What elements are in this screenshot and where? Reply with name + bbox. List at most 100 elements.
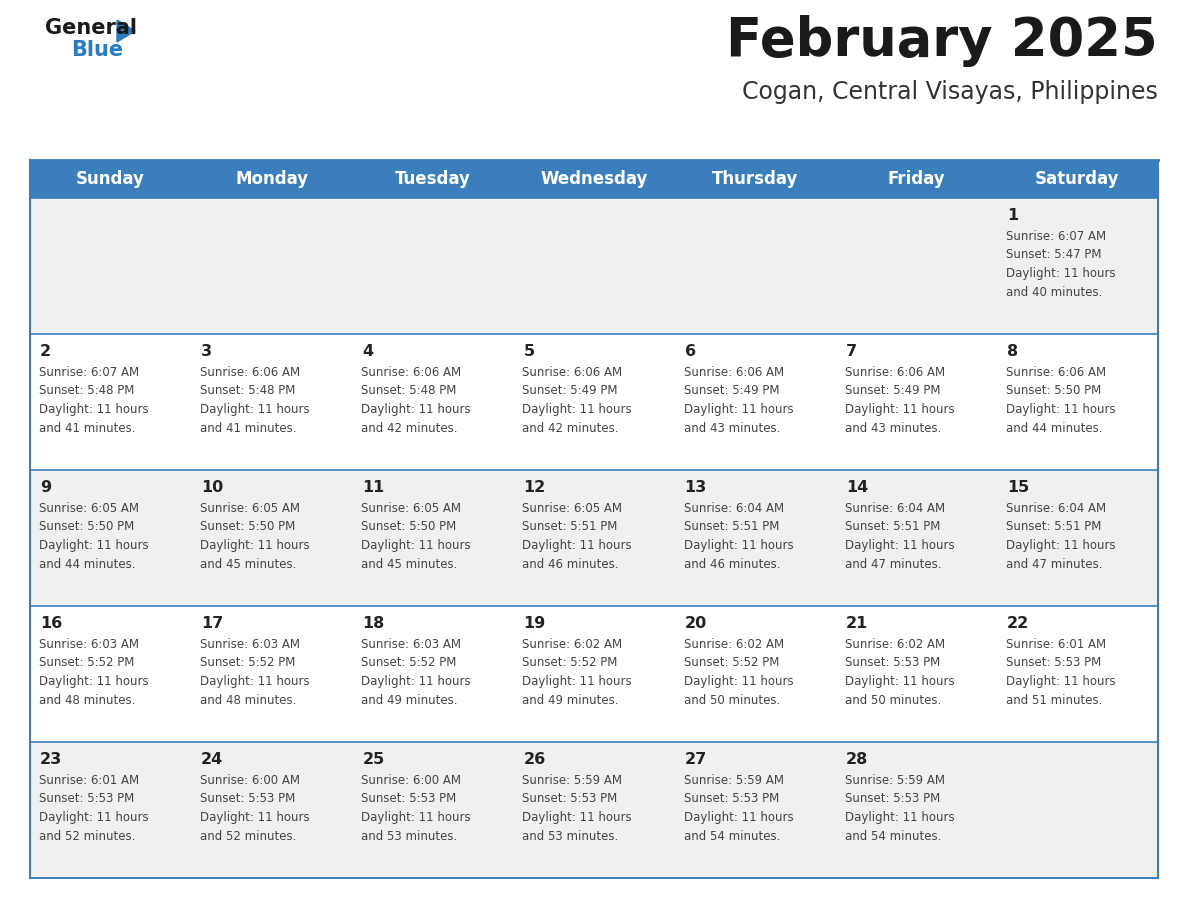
Text: Sunset: 5:53 PM: Sunset: 5:53 PM bbox=[1006, 656, 1101, 669]
Text: 6: 6 bbox=[684, 344, 696, 359]
Text: February 2025: February 2025 bbox=[726, 15, 1158, 67]
Text: and 53 minutes.: and 53 minutes. bbox=[523, 830, 619, 843]
Text: Sunrise: 6:06 AM: Sunrise: 6:06 AM bbox=[683, 366, 784, 379]
Text: and 41 minutes.: and 41 minutes. bbox=[39, 421, 135, 434]
Text: and 45 minutes.: and 45 minutes. bbox=[200, 557, 297, 570]
Text: Sunset: 5:50 PM: Sunset: 5:50 PM bbox=[200, 521, 296, 533]
Text: Sunset: 5:50 PM: Sunset: 5:50 PM bbox=[39, 521, 134, 533]
Text: and 54 minutes.: and 54 minutes. bbox=[683, 830, 781, 843]
Text: Sunrise: 6:03 AM: Sunrise: 6:03 AM bbox=[361, 638, 461, 651]
Text: Sunrise: 5:59 AM: Sunrise: 5:59 AM bbox=[845, 774, 944, 787]
Text: Daylight: 11 hours: Daylight: 11 hours bbox=[200, 811, 310, 824]
Text: and 40 minutes.: and 40 minutes. bbox=[1006, 285, 1102, 298]
Text: Sunset: 5:52 PM: Sunset: 5:52 PM bbox=[39, 656, 134, 669]
Text: Sunset: 5:49 PM: Sunset: 5:49 PM bbox=[523, 385, 618, 397]
Text: 5: 5 bbox=[524, 344, 535, 359]
Text: and 47 minutes.: and 47 minutes. bbox=[1006, 557, 1102, 570]
Text: Sunset: 5:52 PM: Sunset: 5:52 PM bbox=[683, 656, 779, 669]
Text: Sunrise: 5:59 AM: Sunrise: 5:59 AM bbox=[683, 774, 784, 787]
Text: Sunrise: 6:07 AM: Sunrise: 6:07 AM bbox=[1006, 230, 1106, 243]
Text: 14: 14 bbox=[846, 480, 868, 495]
Text: Sunrise: 6:05 AM: Sunrise: 6:05 AM bbox=[523, 502, 623, 515]
Text: Sunset: 5:48 PM: Sunset: 5:48 PM bbox=[39, 385, 134, 397]
Text: Daylight: 11 hours: Daylight: 11 hours bbox=[845, 539, 954, 552]
Text: 23: 23 bbox=[40, 752, 62, 767]
Text: 7: 7 bbox=[846, 344, 857, 359]
Text: Daylight: 11 hours: Daylight: 11 hours bbox=[39, 675, 148, 688]
Text: Sunset: 5:53 PM: Sunset: 5:53 PM bbox=[683, 792, 779, 805]
Text: and 42 minutes.: and 42 minutes. bbox=[361, 421, 457, 434]
Text: Sunset: 5:51 PM: Sunset: 5:51 PM bbox=[523, 521, 618, 533]
Text: Saturday: Saturday bbox=[1035, 170, 1119, 188]
Text: Sunset: 5:48 PM: Sunset: 5:48 PM bbox=[200, 385, 296, 397]
Text: 11: 11 bbox=[362, 480, 385, 495]
Text: Daylight: 11 hours: Daylight: 11 hours bbox=[39, 403, 148, 416]
Bar bbox=[30, 470, 1158, 606]
Text: and 42 minutes.: and 42 minutes. bbox=[523, 421, 619, 434]
Text: Sunrise: 6:06 AM: Sunrise: 6:06 AM bbox=[523, 366, 623, 379]
Text: 13: 13 bbox=[684, 480, 707, 495]
Text: Sunset: 5:48 PM: Sunset: 5:48 PM bbox=[361, 385, 456, 397]
Bar bbox=[30, 198, 1158, 334]
Text: Blue: Blue bbox=[71, 40, 124, 60]
Text: Sunset: 5:53 PM: Sunset: 5:53 PM bbox=[845, 792, 940, 805]
Text: 2: 2 bbox=[40, 344, 51, 359]
Text: 10: 10 bbox=[201, 480, 223, 495]
Text: and 47 minutes.: and 47 minutes. bbox=[845, 557, 941, 570]
Text: Daylight: 11 hours: Daylight: 11 hours bbox=[361, 539, 470, 552]
Bar bbox=[30, 742, 1158, 878]
Text: 26: 26 bbox=[524, 752, 545, 767]
Text: Sunrise: 6:03 AM: Sunrise: 6:03 AM bbox=[39, 638, 139, 651]
Text: Daylight: 11 hours: Daylight: 11 hours bbox=[683, 539, 794, 552]
Text: Daylight: 11 hours: Daylight: 11 hours bbox=[523, 539, 632, 552]
Text: and 46 minutes.: and 46 minutes. bbox=[523, 557, 619, 570]
Text: Sunset: 5:53 PM: Sunset: 5:53 PM bbox=[361, 792, 456, 805]
Text: Sunrise: 6:04 AM: Sunrise: 6:04 AM bbox=[1006, 502, 1106, 515]
Text: Daylight: 11 hours: Daylight: 11 hours bbox=[683, 675, 794, 688]
Text: Daylight: 11 hours: Daylight: 11 hours bbox=[683, 811, 794, 824]
Text: Sunrise: 6:05 AM: Sunrise: 6:05 AM bbox=[200, 502, 301, 515]
Text: 16: 16 bbox=[40, 616, 62, 631]
Text: and 50 minutes.: and 50 minutes. bbox=[845, 693, 941, 707]
Text: Sunset: 5:53 PM: Sunset: 5:53 PM bbox=[200, 792, 296, 805]
Text: 20: 20 bbox=[684, 616, 707, 631]
Text: 18: 18 bbox=[362, 616, 385, 631]
Text: Sunrise: 6:06 AM: Sunrise: 6:06 AM bbox=[200, 366, 301, 379]
Text: and 46 minutes.: and 46 minutes. bbox=[683, 557, 781, 570]
Text: Sunrise: 6:07 AM: Sunrise: 6:07 AM bbox=[39, 366, 139, 379]
Text: Sunrise: 6:03 AM: Sunrise: 6:03 AM bbox=[200, 638, 301, 651]
Text: Sunset: 5:51 PM: Sunset: 5:51 PM bbox=[683, 521, 779, 533]
Text: and 41 minutes.: and 41 minutes. bbox=[200, 421, 297, 434]
Text: Daylight: 11 hours: Daylight: 11 hours bbox=[683, 403, 794, 416]
Text: Sunrise: 6:01 AM: Sunrise: 6:01 AM bbox=[39, 774, 139, 787]
Text: Sunrise: 6:05 AM: Sunrise: 6:05 AM bbox=[39, 502, 139, 515]
Text: and 53 minutes.: and 53 minutes. bbox=[361, 830, 457, 843]
Text: Daylight: 11 hours: Daylight: 11 hours bbox=[845, 811, 954, 824]
Text: Daylight: 11 hours: Daylight: 11 hours bbox=[1006, 675, 1116, 688]
Text: Daylight: 11 hours: Daylight: 11 hours bbox=[523, 403, 632, 416]
Text: Sunrise: 6:06 AM: Sunrise: 6:06 AM bbox=[361, 366, 461, 379]
Text: Daylight: 11 hours: Daylight: 11 hours bbox=[845, 403, 954, 416]
Text: Sunrise: 6:02 AM: Sunrise: 6:02 AM bbox=[523, 638, 623, 651]
Text: Daylight: 11 hours: Daylight: 11 hours bbox=[361, 811, 470, 824]
Text: Wednesday: Wednesday bbox=[541, 170, 647, 188]
Text: Sunrise: 6:02 AM: Sunrise: 6:02 AM bbox=[845, 638, 944, 651]
Text: Sunset: 5:49 PM: Sunset: 5:49 PM bbox=[845, 385, 940, 397]
Text: 28: 28 bbox=[846, 752, 868, 767]
Text: and 43 minutes.: and 43 minutes. bbox=[683, 421, 781, 434]
Text: Daylight: 11 hours: Daylight: 11 hours bbox=[361, 675, 470, 688]
Text: and 49 minutes.: and 49 minutes. bbox=[361, 693, 457, 707]
Text: Friday: Friday bbox=[887, 170, 946, 188]
Text: and 45 minutes.: and 45 minutes. bbox=[361, 557, 457, 570]
Text: and 54 minutes.: and 54 minutes. bbox=[845, 830, 941, 843]
Text: Daylight: 11 hours: Daylight: 11 hours bbox=[200, 675, 310, 688]
Text: Sunset: 5:50 PM: Sunset: 5:50 PM bbox=[361, 521, 456, 533]
Text: and 51 minutes.: and 51 minutes. bbox=[1006, 693, 1102, 707]
Text: Sunset: 5:52 PM: Sunset: 5:52 PM bbox=[523, 656, 618, 669]
Text: Sunset: 5:52 PM: Sunset: 5:52 PM bbox=[200, 656, 296, 669]
Text: 25: 25 bbox=[362, 752, 385, 767]
Text: Sunday: Sunday bbox=[76, 170, 145, 188]
Text: Sunrise: 6:00 AM: Sunrise: 6:00 AM bbox=[361, 774, 461, 787]
Text: Daylight: 11 hours: Daylight: 11 hours bbox=[200, 403, 310, 416]
Text: and 43 minutes.: and 43 minutes. bbox=[845, 421, 941, 434]
